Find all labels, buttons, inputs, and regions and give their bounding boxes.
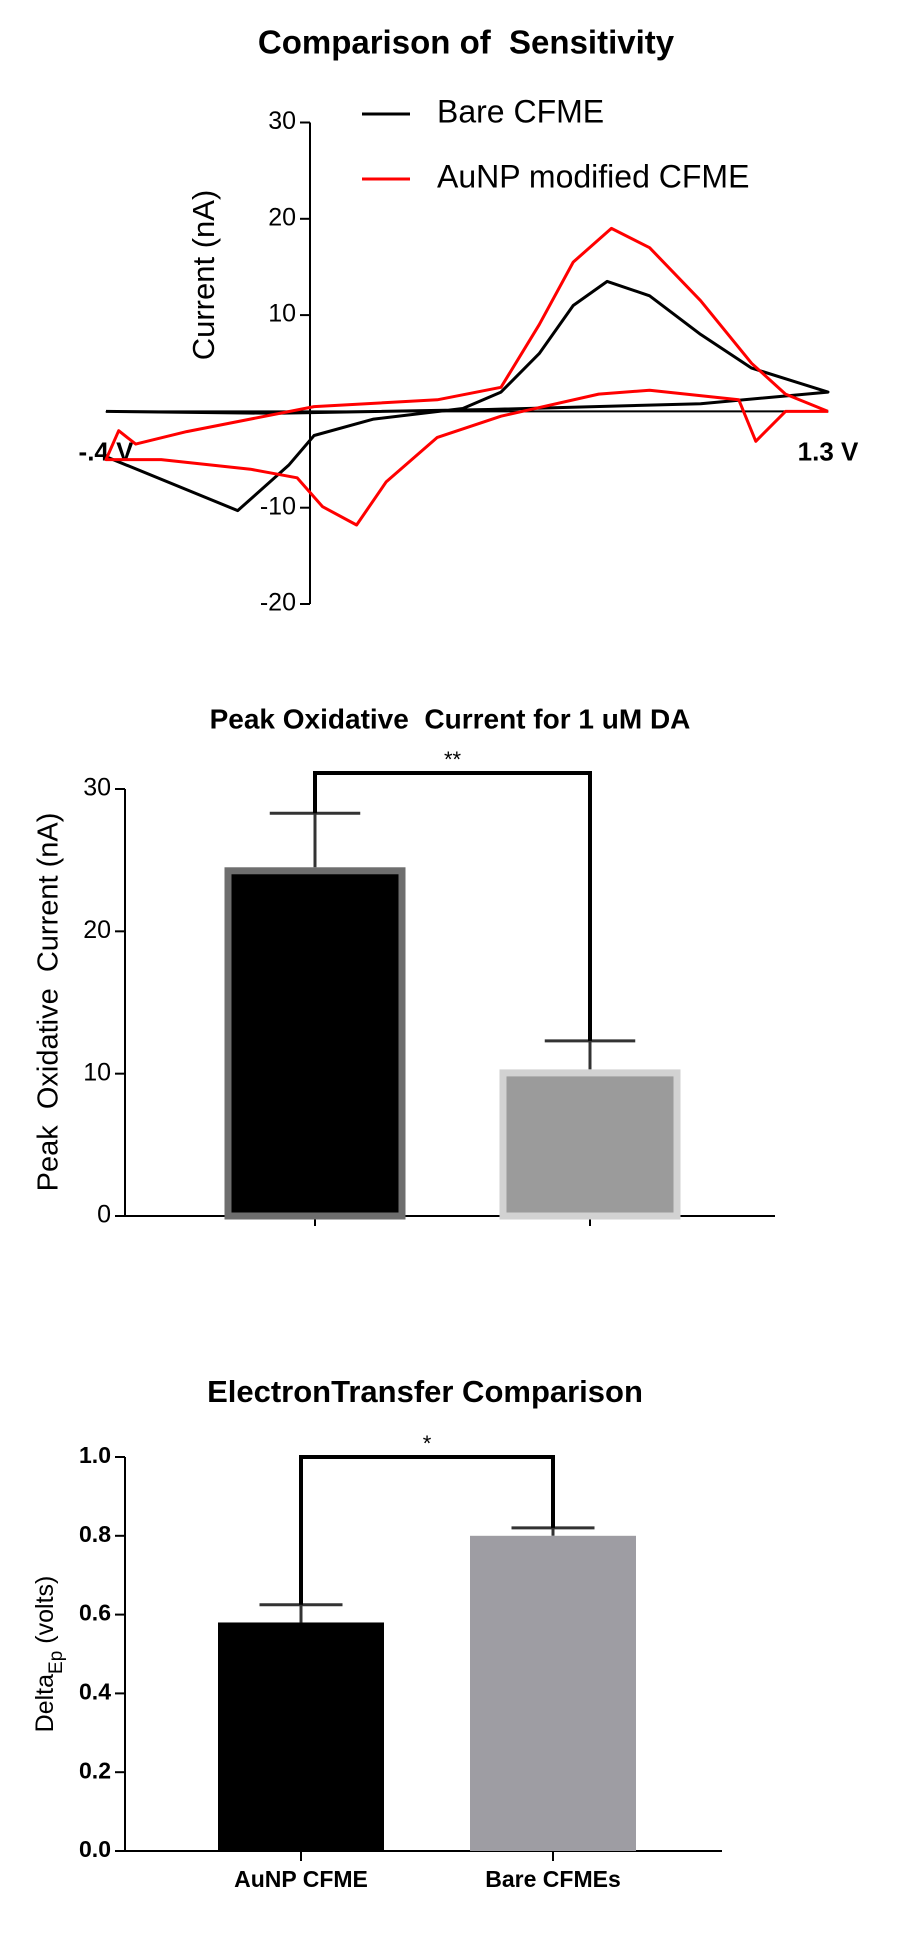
x-tick-label: -.4 V: [79, 436, 135, 466]
y-tick-label: 30: [268, 107, 296, 135]
y-tick-label: 1.0: [79, 1442, 111, 1468]
legend-label: Bare CFME: [437, 93, 604, 129]
y-tick-label: 0.0: [79, 1836, 111, 1862]
y-tick-label: 0.4: [79, 1678, 111, 1704]
y-axis-label: Current (nA): [186, 190, 221, 361]
bar: [218, 1622, 384, 1851]
significance-label: **: [444, 747, 462, 772]
chart-title: Peak Oxidative Current for 1 uM DA: [210, 703, 691, 734]
bar: [470, 1535, 636, 1851]
y-axis-label-sub: Ep: [46, 1651, 67, 1674]
y-axis-label: DeltaEp (volts): [31, 1576, 67, 1733]
x-tick-label: 1.3 V: [798, 436, 859, 466]
cv-curve: [105, 279, 830, 513]
y-tick-label: 10: [83, 1058, 111, 1086]
legend-label: AuNP modified CFME: [437, 158, 749, 194]
y-tick-label: 20: [83, 916, 111, 944]
y-tick-label: 0.6: [79, 1600, 111, 1626]
bar: [224, 867, 406, 1220]
bar: [499, 1069, 681, 1220]
y-tick-label: 0.8: [79, 1521, 111, 1547]
y-axis-label-main: Delta: [31, 1674, 59, 1732]
y-tick-label: 10: [268, 300, 296, 328]
significance-label: *: [423, 1431, 432, 1456]
y-axis-label: Peak Oxidative Current (nA): [33, 813, 65, 1192]
cv-curve: [104, 226, 829, 527]
y-tick-label: -10: [260, 492, 296, 520]
significance-bracket: [313, 771, 592, 1041]
y-tick-label: 30: [83, 774, 111, 802]
chart-title: ElectronTransfer Comparison: [207, 1374, 643, 1409]
y-axis-label-unit: (volts): [31, 1576, 59, 1644]
y-tick-label: -20: [260, 589, 296, 617]
x-tick-label: Bare CFMEs: [485, 1866, 620, 1892]
y-tick-label: 0.2: [79, 1757, 111, 1783]
y-tick-label: 0: [97, 1201, 111, 1229]
significance-bracket: [299, 1455, 555, 1605]
y-tick-label: 20: [268, 203, 296, 231]
chart-title: Comparison of Sensitivity: [258, 24, 675, 61]
x-tick-label: AuNP CFME: [234, 1866, 368, 1892]
